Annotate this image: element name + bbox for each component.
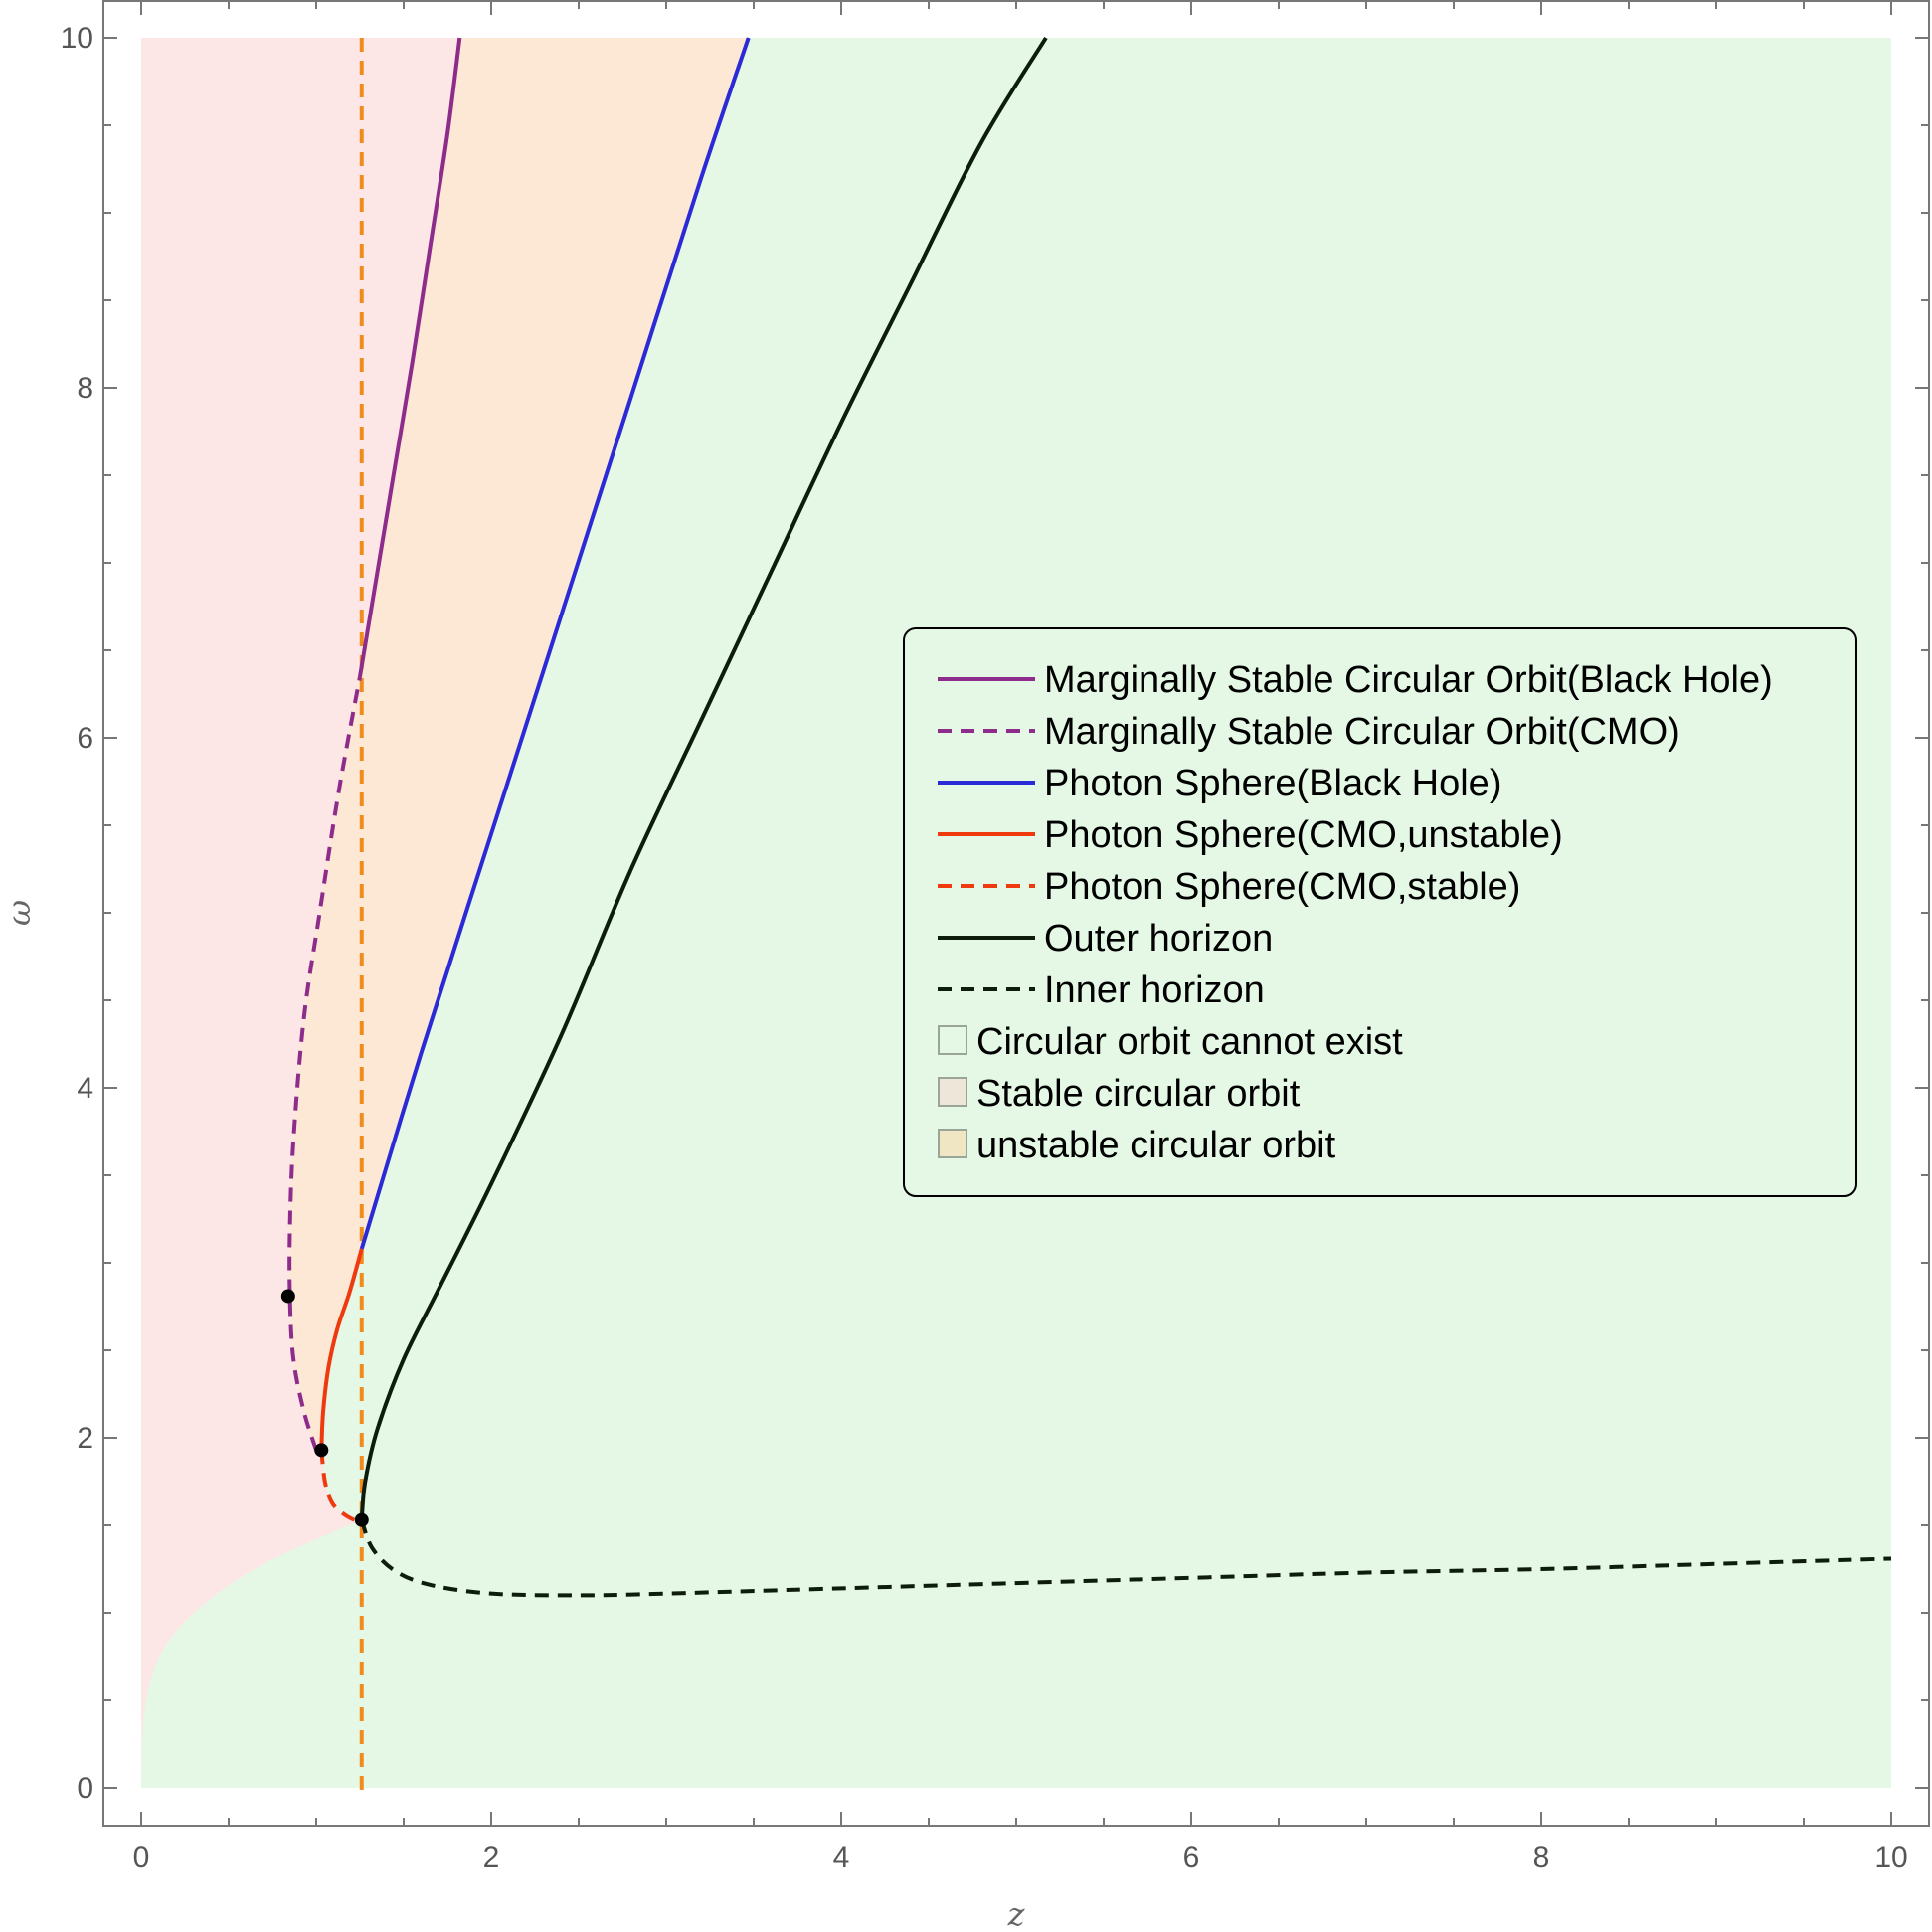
series-line-3 [319, 1248, 364, 1451]
series-line-6 [359, 1519, 1892, 1598]
y-tick-label: 2 [77, 1422, 93, 1455]
y-tick-label: 8 [77, 372, 93, 405]
y-axis-label: ω [0, 900, 38, 926]
series-lines [287, 36, 1892, 1598]
region-stable [141, 38, 460, 1788]
legend-label: Circular orbit cannot exist [976, 1021, 1403, 1063]
legend-label: Marginally Stable Circular Orbit(Black H… [1044, 659, 1773, 701]
critical-point-1 [314, 1443, 329, 1458]
x-axis-label: z [1007, 1895, 1026, 1932]
y-tick-label: 0 [77, 1772, 93, 1805]
x-tick-label: 4 [833, 1842, 850, 1874]
legend-label: unstable circular orbit [976, 1125, 1336, 1166]
legend-label: Photon Sphere(CMO,stable) [1044, 866, 1520, 908]
x-tick-label: 0 [133, 1842, 150, 1874]
axis-ticks [103, 1, 1929, 1826]
legend-swatch-box [938, 1129, 967, 1158]
series-line-2 [359, 37, 751, 1250]
x-tick-label: 2 [483, 1842, 500, 1874]
y-tick-label: 6 [77, 722, 93, 755]
y-tick-labels: 0 2 4 6 8 10 [61, 22, 93, 1805]
x-tick-labels: 0 2 4 6 8 10 [133, 1842, 1908, 1874]
legend-label: Photon Sphere(CMO,unstable) [1044, 814, 1563, 856]
y-tick-label: 4 [77, 1072, 93, 1105]
critical-points [280, 1289, 369, 1527]
legend-label: Marginally Stable Circular Orbit(CMO) [1044, 711, 1680, 753]
legend-swatch-box [938, 1025, 967, 1055]
legend-swatch-box [938, 1077, 967, 1107]
legend: Marginally Stable Circular Orbit(Black H… [903, 627, 1857, 1197]
series-line-4 [319, 1450, 362, 1523]
x-tick-label: 8 [1533, 1842, 1550, 1874]
legend-label: Photon Sphere(Black Hole) [1044, 763, 1501, 804]
y-tick-label: 10 [61, 22, 93, 55]
critical-point-0 [280, 1289, 295, 1304]
x-tick-label: 10 [1874, 1842, 1907, 1874]
series-line-1 [287, 676, 362, 1451]
series-line-0 [358, 37, 462, 677]
x-tick-label: 6 [1183, 1842, 1200, 1874]
legend-label: Inner horizon [1044, 969, 1265, 1011]
critical-point-2 [354, 1512, 369, 1527]
series-line-5 [359, 36, 1048, 1520]
legend-label: Outer horizon [1044, 918, 1273, 960]
legend-label: Stable circular orbit [976, 1073, 1301, 1115]
legend-box [903, 627, 1857, 1197]
